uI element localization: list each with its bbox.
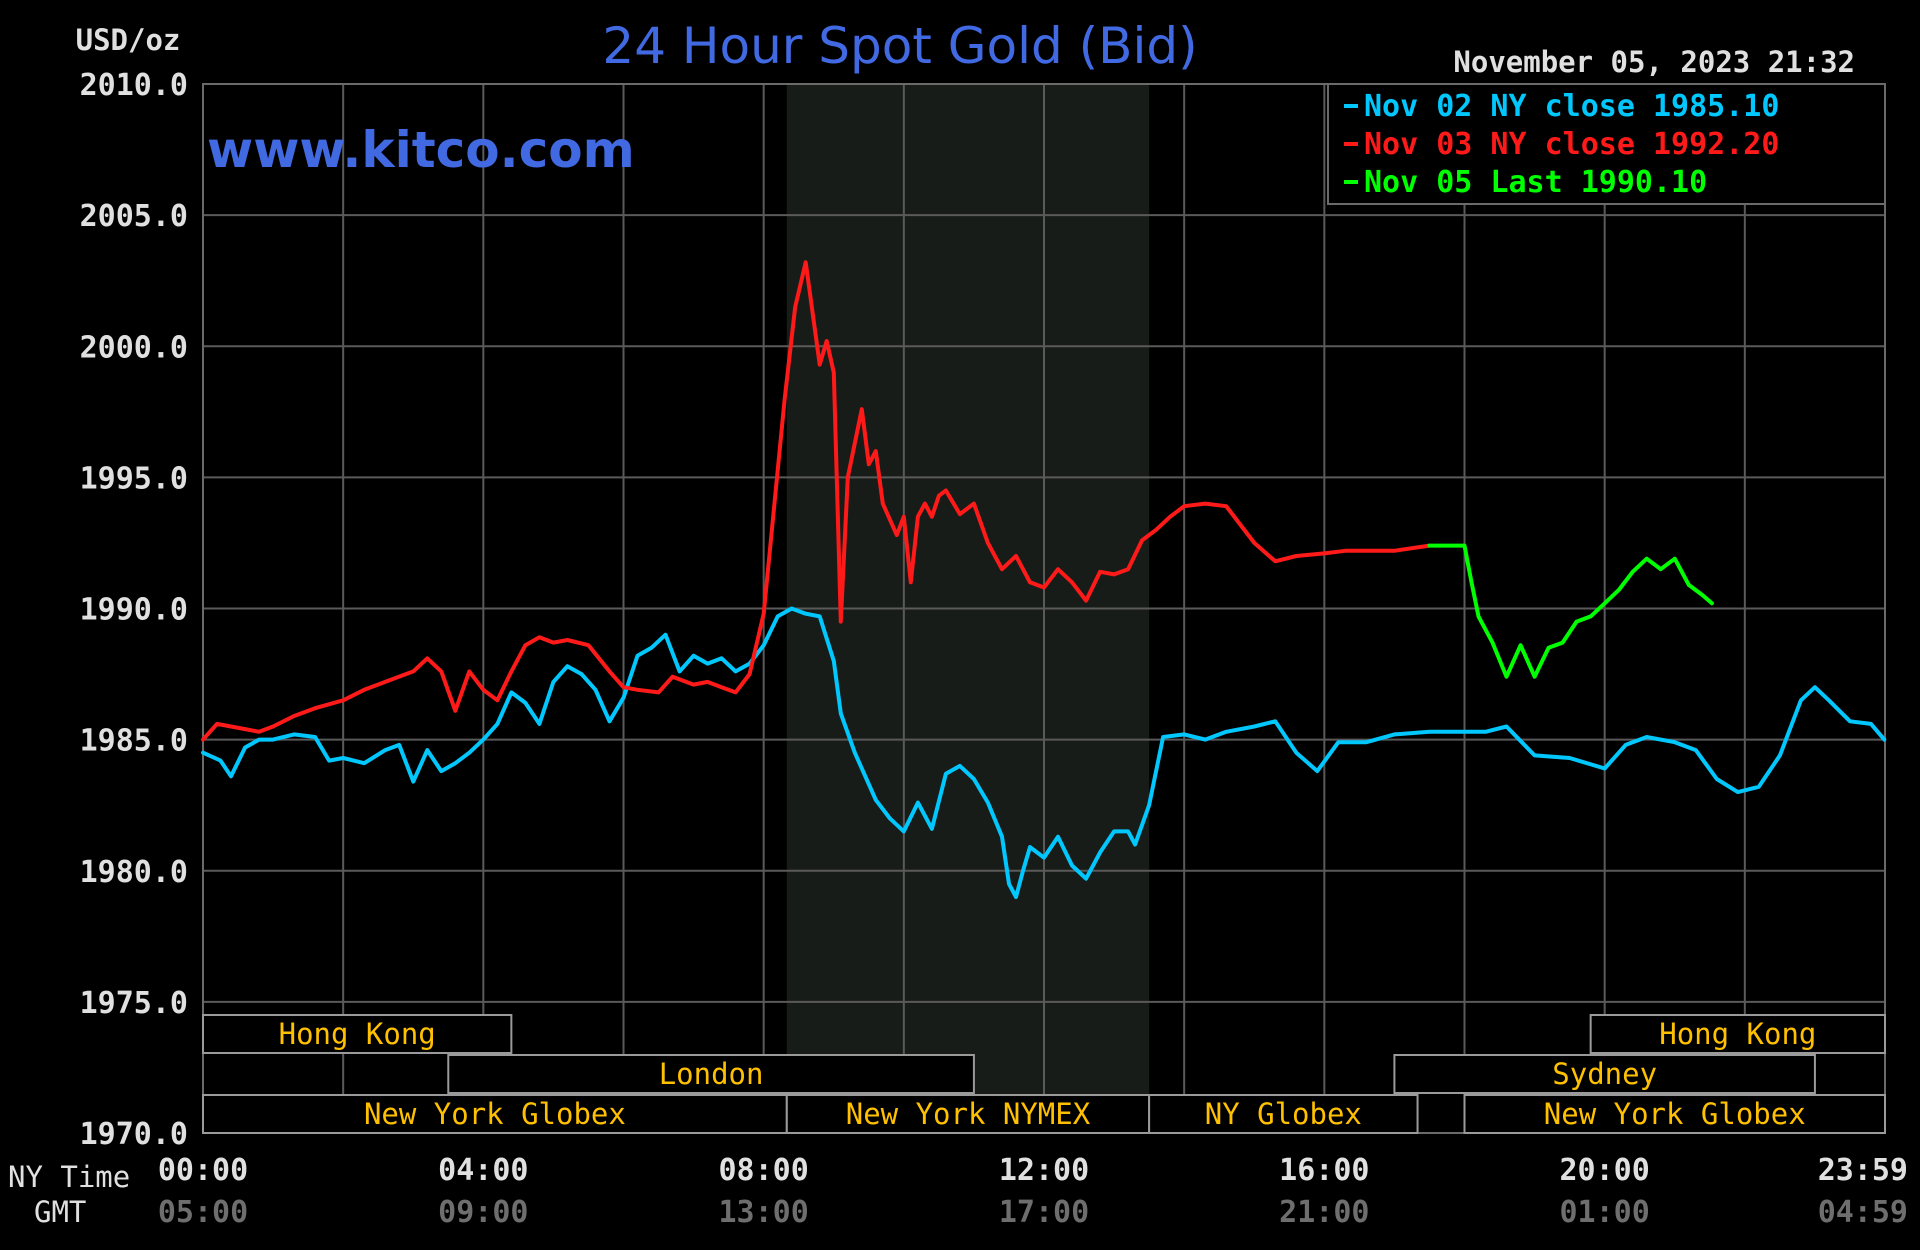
session-label: New York Globex [364, 1097, 626, 1131]
session-bar [447, 1054, 975, 1094]
session-label: Hong Kong [1659, 1017, 1816, 1051]
y-tick-label: 2005.0 [80, 199, 188, 234]
x-tick-ny: 23:59 [1818, 1153, 1908, 1188]
x-tick-ny: 20:00 [1560, 1153, 1650, 1188]
session-label: NY Globex [1205, 1097, 1362, 1131]
y-tick-label: 1980.0 [80, 855, 188, 890]
x-tick-ny: 16:00 [1279, 1153, 1369, 1188]
x-tick-gmt: 04:59 [1818, 1195, 1908, 1230]
session-bar [202, 1094, 788, 1134]
session-bar [785, 1094, 1151, 1134]
session-label: New York NYMEX [846, 1097, 1091, 1131]
y-tick-label: 1995.0 [80, 461, 188, 496]
session-label: New York Globex [1544, 1097, 1806, 1131]
session-bar [1148, 1094, 1419, 1134]
session-bar [1393, 1054, 1816, 1094]
y-tick-label: 1990.0 [80, 593, 188, 628]
price-line-1 [201, 260, 1432, 742]
timestamp-label: November 05, 2023 21:32 [1453, 45, 1855, 79]
y-tick-label: 2000.0 [80, 330, 188, 365]
legend-entry: Nov 02 NY close 1985.10 [1364, 89, 1779, 124]
legend-box [1327, 83, 1886, 205]
x-tick-gmt: 13:00 [719, 1195, 809, 1230]
legend-entry: Nov 05 Last 1990.10 [1364, 165, 1707, 200]
x-tick-gmt: 01:00 [1560, 1195, 1650, 1230]
price-line-2 [1427, 543, 1714, 679]
x-tick-ny: 12:00 [999, 1153, 1089, 1188]
session-bar [202, 1014, 513, 1054]
x-tick-ny: 00:00 [158, 1153, 248, 1188]
price-line-0 [201, 606, 1887, 899]
session-label: Sydney [1552, 1057, 1657, 1091]
session-bar [1463, 1094, 1886, 1134]
x-row-label-ny: NY Time [8, 1160, 130, 1194]
x-tick-ny: 04:00 [438, 1153, 528, 1188]
y-tick-label: 1985.0 [80, 724, 188, 759]
legend-entry: Nov 03 NY close 1992.20 [1364, 127, 1779, 162]
y-axis-label: USD/oz [76, 23, 181, 57]
session-label: Hong Kong [279, 1017, 436, 1051]
x-tick-gmt: 17:00 [999, 1195, 1089, 1230]
x-tick-gmt: 05:00 [158, 1195, 248, 1230]
y-tick-label: 2010.0 [80, 68, 188, 103]
watermark-text: www.kitco.com [207, 121, 635, 179]
y-tick-label: 1970.0 [80, 1117, 188, 1152]
session-bar [1589, 1014, 1887, 1054]
x-tick-gmt: 09:00 [438, 1195, 528, 1230]
session-label: London [659, 1057, 764, 1091]
chart-title: 24 Hour Spot Gold (Bid) [602, 17, 1197, 75]
y-tick-label: 1975.0 [80, 986, 188, 1021]
x-row-label-gmt: GMT [34, 1195, 86, 1229]
x-tick-ny: 08:00 [719, 1153, 809, 1188]
x-tick-gmt: 21:00 [1279, 1195, 1369, 1230]
